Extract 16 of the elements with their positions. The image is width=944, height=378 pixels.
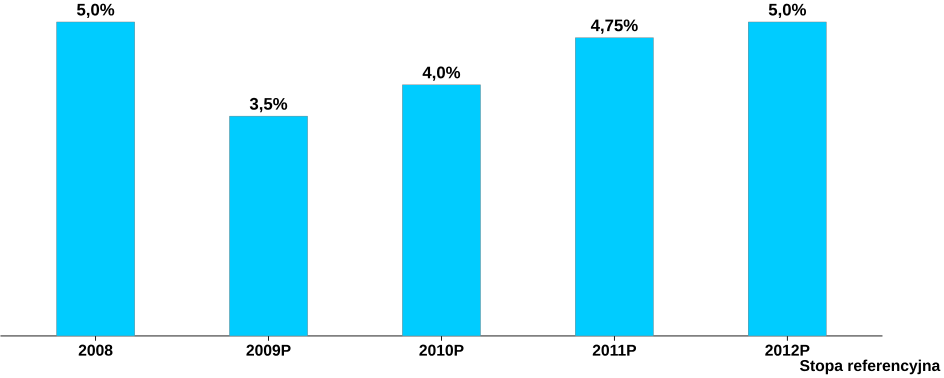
series-label: Stopa referencyjna (800, 360, 940, 374)
x-tick-label: 2010P (419, 344, 464, 356)
bar (748, 22, 827, 336)
data-label: 3,5% (250, 98, 288, 112)
data-label: 4,0% (422, 66, 460, 81)
x-tick-label: 2009P (246, 344, 291, 356)
data-label: 4,75% (590, 20, 638, 34)
x-tick-label: 2011P (592, 344, 636, 356)
x-tick-label: 2008 (78, 344, 112, 356)
bar (56, 22, 135, 336)
bar (575, 37, 654, 336)
x-tick-label: 2012P (765, 344, 810, 356)
bar (229, 116, 308, 336)
data-label: 5,0% (77, 4, 114, 18)
data-label: 5,0% (768, 4, 806, 18)
bar (402, 84, 481, 336)
